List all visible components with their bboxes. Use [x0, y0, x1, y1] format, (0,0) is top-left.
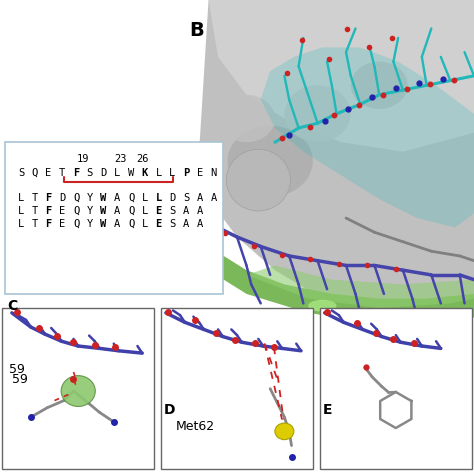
Polygon shape: [199, 0, 474, 322]
Text: L: L: [169, 168, 175, 178]
Text: A: A: [183, 219, 189, 229]
FancyBboxPatch shape: [320, 308, 472, 469]
Text: A: A: [114, 206, 120, 216]
Text: Q: Q: [73, 192, 79, 203]
Text: W: W: [100, 219, 107, 229]
FancyBboxPatch shape: [5, 142, 223, 294]
Text: E: E: [59, 219, 65, 229]
Text: D: D: [169, 192, 175, 203]
Text: E: E: [197, 168, 203, 178]
Text: L: L: [114, 168, 120, 178]
Text: S: S: [18, 168, 24, 178]
Text: N: N: [210, 168, 217, 178]
Text: S: S: [169, 219, 175, 229]
Ellipse shape: [275, 423, 294, 440]
Text: Q: Q: [73, 219, 79, 229]
Text: W: W: [100, 206, 107, 216]
Text: A: A: [114, 192, 120, 203]
Text: Q: Q: [128, 219, 134, 229]
Text: Met62: Met62: [175, 420, 215, 433]
Text: W: W: [100, 192, 107, 203]
Text: S: S: [169, 206, 175, 216]
Ellipse shape: [308, 300, 337, 312]
Polygon shape: [246, 265, 474, 308]
Text: F: F: [46, 219, 52, 229]
Text: L: L: [155, 192, 162, 203]
Text: D: D: [59, 192, 65, 203]
Text: L: L: [18, 192, 24, 203]
Text: 59: 59: [9, 363, 24, 376]
Text: S: S: [183, 192, 189, 203]
Text: A: A: [197, 206, 203, 216]
Text: T: T: [32, 192, 38, 203]
Text: Y: Y: [87, 206, 93, 216]
Text: T: T: [59, 168, 65, 178]
Text: D: D: [100, 168, 107, 178]
Text: L: L: [142, 219, 148, 229]
Text: Q: Q: [128, 192, 134, 203]
Text: E: E: [155, 219, 162, 229]
Text: K: K: [142, 168, 148, 178]
Text: L: L: [142, 206, 148, 216]
Polygon shape: [209, 246, 474, 322]
Ellipse shape: [351, 62, 408, 109]
Text: A: A: [183, 206, 189, 216]
Text: L: L: [18, 206, 24, 216]
Bar: [0, 0, 237, 308]
Text: Q: Q: [128, 206, 134, 216]
FancyBboxPatch shape: [2, 308, 154, 469]
Text: L: L: [155, 168, 162, 178]
Text: T: T: [32, 206, 38, 216]
Text: Y: Y: [87, 219, 93, 229]
Text: A: A: [114, 219, 120, 229]
Ellipse shape: [227, 149, 290, 211]
Text: 23: 23: [115, 154, 127, 164]
FancyBboxPatch shape: [161, 308, 313, 469]
Text: Q: Q: [32, 168, 38, 178]
Text: B: B: [189, 21, 204, 40]
Text: E: E: [59, 206, 65, 216]
Text: E: E: [322, 403, 332, 417]
Polygon shape: [209, 0, 474, 152]
Text: 26: 26: [136, 154, 148, 164]
Ellipse shape: [228, 126, 313, 197]
Polygon shape: [261, 47, 474, 228]
Text: T: T: [32, 219, 38, 229]
Text: C: C: [7, 299, 18, 313]
Text: E: E: [155, 206, 162, 216]
Text: F: F: [46, 192, 52, 203]
Text: S: S: [87, 168, 93, 178]
Text: F: F: [46, 206, 52, 216]
Ellipse shape: [218, 95, 275, 142]
Text: Q: Q: [73, 206, 79, 216]
Ellipse shape: [61, 375, 95, 407]
Text: P: P: [183, 168, 189, 178]
Text: W: W: [128, 168, 134, 178]
Text: D: D: [164, 403, 175, 417]
Text: Y: Y: [87, 192, 93, 203]
Text: A: A: [210, 192, 217, 203]
Text: E: E: [46, 168, 52, 178]
Text: L: L: [18, 219, 24, 229]
Text: L: L: [142, 192, 148, 203]
Text: A: A: [197, 219, 203, 229]
Ellipse shape: [284, 85, 351, 142]
Text: 59: 59: [12, 373, 27, 386]
Text: 19: 19: [77, 154, 89, 164]
Text: F: F: [73, 168, 79, 178]
Text: A: A: [197, 192, 203, 203]
